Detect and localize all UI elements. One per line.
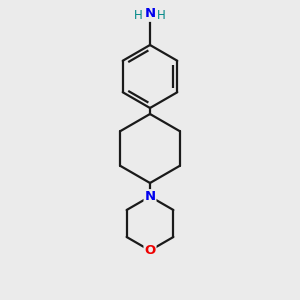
Text: N: N (144, 190, 156, 203)
Text: N: N (144, 7, 156, 20)
Text: H: H (157, 9, 166, 22)
Text: H: H (134, 9, 143, 22)
Text: O: O (144, 244, 156, 257)
